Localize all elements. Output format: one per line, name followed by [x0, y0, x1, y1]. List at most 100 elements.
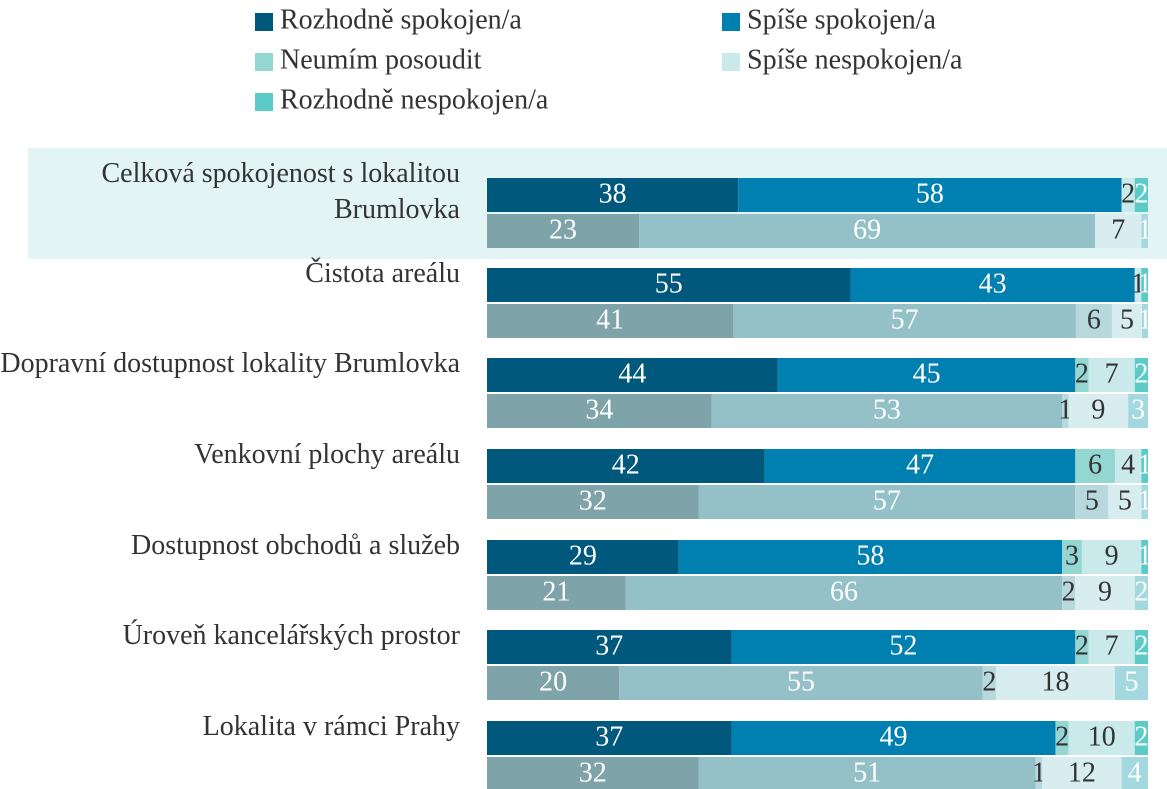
- data-label: 2: [1055, 721, 1069, 752]
- data-label: 1: [1138, 304, 1152, 335]
- data-label: 53: [873, 394, 901, 425]
- data-label: 3: [1131, 394, 1145, 425]
- data-label: 2: [982, 666, 996, 697]
- data-label: 1: [1138, 540, 1152, 571]
- data-label: 32: [579, 757, 607, 788]
- bar-segment: [764, 449, 1076, 483]
- bar-segment: [487, 485, 699, 519]
- bar-segment: [698, 485, 1076, 519]
- bar-segment: [1075, 304, 1112, 338]
- data-label: 2: [1134, 576, 1148, 607]
- data-label: 34: [585, 394, 613, 425]
- bar-segment: [1088, 630, 1135, 664]
- legend-label: Spíše spokojen/a: [747, 4, 937, 35]
- bar-segment: [1114, 666, 1148, 700]
- data-label: 9: [1105, 540, 1119, 571]
- data-label: 4: [1121, 449, 1135, 480]
- data-label: 57: [873, 485, 901, 516]
- legend-label: Rozhodně nespokojen/a: [280, 84, 549, 115]
- data-label: 1: [1138, 485, 1152, 516]
- data-label: 55: [787, 666, 815, 697]
- category-label: Venkovní plochy areálu: [194, 439, 460, 470]
- bar-segment: [487, 304, 734, 338]
- bar-segment: [1055, 721, 1069, 755]
- bar-segment: [850, 268, 1135, 302]
- legend-swatch: [722, 53, 740, 71]
- bar-segment: [731, 721, 1056, 755]
- bar-segment: [1042, 757, 1122, 789]
- data-label: 7: [1105, 630, 1119, 661]
- data-label: 58: [856, 540, 884, 571]
- bar-segment: [738, 178, 1122, 212]
- bar-segment: [698, 757, 1036, 789]
- data-label: 1: [1138, 449, 1152, 480]
- bar-segment: [1062, 576, 1076, 610]
- bar-segment: [1075, 576, 1135, 610]
- data-label: 58: [916, 178, 944, 209]
- data-label: 49: [880, 721, 908, 752]
- bar-segment: [1088, 358, 1135, 392]
- category-label: Dopravní dostupnost lokality Brumlovka: [0, 348, 460, 379]
- bar-segment: [1114, 449, 1142, 483]
- bar-segment: [982, 666, 996, 700]
- bar-segment: [1141, 268, 1148, 302]
- bar-segment: [1134, 268, 1142, 302]
- bar-segment: [995, 666, 1115, 700]
- bar-segment: [487, 178, 739, 212]
- bar-segment: [1134, 721, 1148, 755]
- bar-segment: [1111, 304, 1142, 338]
- bar-segment: [1062, 540, 1082, 574]
- data-label: 5: [1118, 485, 1132, 516]
- data-label: 2: [1062, 576, 1076, 607]
- bar-segment: [1134, 178, 1148, 212]
- data-label: 2: [1075, 358, 1089, 389]
- bar-segment: [1075, 358, 1089, 392]
- data-label: 43: [979, 268, 1007, 299]
- bar-segment: [1075, 630, 1089, 664]
- bar-segment: [733, 304, 1076, 338]
- data-label: 23: [549, 214, 577, 245]
- data-label: 69: [853, 214, 881, 245]
- bar-segment: [1141, 304, 1148, 338]
- bar-segment: [487, 268, 851, 302]
- bar-segment: [1141, 449, 1148, 483]
- bar-segment: [1075, 485, 1109, 519]
- bar-segment: [1068, 394, 1129, 428]
- data-label: 6: [1088, 449, 1102, 480]
- data-label: 7: [1111, 214, 1125, 245]
- data-label: 2: [1134, 721, 1148, 752]
- bar-segment: [487, 666, 620, 700]
- bar-segment: [1068, 721, 1135, 755]
- bar-segment: [1108, 485, 1142, 519]
- bar-segment: [1134, 576, 1148, 610]
- bar-segment: [1062, 394, 1069, 428]
- legend-swatch: [255, 93, 273, 111]
- data-label: 2: [1134, 358, 1148, 389]
- bar-segment: [731, 630, 1076, 664]
- data-label: 7: [1105, 358, 1119, 389]
- legend-swatch: [255, 53, 273, 71]
- bar-segment: [777, 358, 1076, 392]
- category-label: Úroveň kancelářských prostor: [122, 620, 460, 651]
- data-label: 57: [891, 304, 919, 335]
- bar-segment: [487, 449, 765, 483]
- bar-segment: [1141, 540, 1148, 574]
- bar-segment: [487, 757, 699, 789]
- legend-label: Spíše nespokojen/a: [747, 44, 963, 75]
- data-label: 45: [913, 358, 941, 389]
- bar-segment: [1134, 358, 1148, 392]
- data-label: 3: [1065, 540, 1079, 571]
- data-label: 37: [595, 630, 623, 661]
- data-label: 29: [569, 540, 597, 571]
- bar-segment: [1141, 485, 1148, 519]
- bar-segment: [487, 358, 778, 392]
- data-label: 38: [599, 178, 627, 209]
- legend-swatch: [255, 13, 273, 31]
- data-label: 52: [889, 630, 917, 661]
- bar-segment: [639, 214, 1096, 248]
- data-label: 21: [542, 576, 570, 607]
- bar-segment: [487, 394, 712, 428]
- data-label: 2: [1134, 630, 1148, 661]
- data-label: 55: [655, 268, 683, 299]
